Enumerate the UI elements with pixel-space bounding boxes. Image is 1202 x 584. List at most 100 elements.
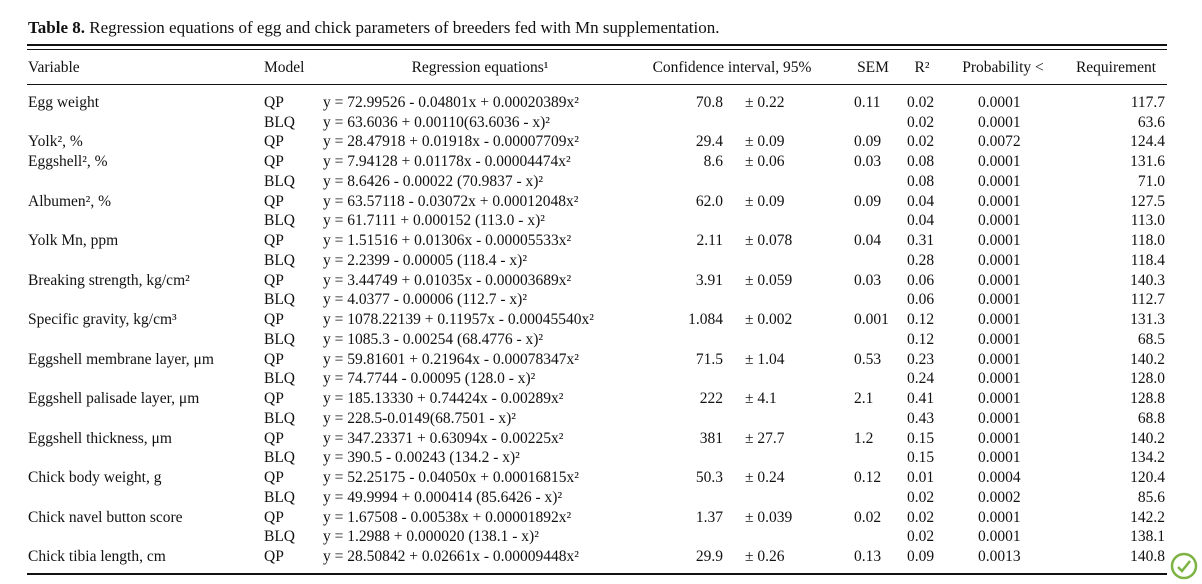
- sem: 0.11: [854, 94, 881, 111]
- sem: 0.09: [854, 133, 882, 151]
- variable: Yolk Mn, ppm: [28, 232, 119, 250]
- r-squared: 0.08: [907, 172, 935, 190]
- ci-half: ± 0.09: [745, 133, 785, 151]
- model: QP: [264, 548, 284, 566]
- column-header: Confidence interval, 95%: [652, 59, 812, 76]
- model: QP: [264, 232, 284, 250]
- model: QP: [264, 94, 284, 111]
- r-squared: 0.06: [907, 271, 935, 289]
- caption-label: Table 8.: [28, 18, 86, 37]
- r-squared: 0.43: [907, 409, 935, 427]
- equation: y = 63.57118 - 0.03072x + 0.00012048x²: [323, 192, 579, 210]
- requirement: 112.7: [1130, 291, 1165, 309]
- equation: y = 49.9994 + 0.000414 (85.6426 - x)²: [323, 488, 563, 506]
- variable: Eggshell membrane layer, μm: [28, 350, 214, 368]
- requirement: 85.6: [1137, 488, 1165, 506]
- equation: y = 28.50842 + 0.02661x - 0.00009448x²: [323, 548, 579, 566]
- ci-half: ± 0.078: [745, 232, 793, 250]
- probability: 0.0001: [978, 291, 1021, 309]
- requirement: 131.3: [1130, 311, 1165, 329]
- equation: y = 52.25175 - 0.04050x + 0.00016815x²: [323, 469, 579, 487]
- requirement: 128.8: [1130, 390, 1165, 408]
- sem: 0.13: [854, 548, 882, 566]
- r-squared: 0.06: [907, 291, 935, 309]
- model: BLQ: [264, 212, 295, 230]
- probability: 0.0001: [978, 528, 1021, 546]
- sem: 0.53: [854, 350, 882, 368]
- probability: 0.0001: [978, 409, 1021, 427]
- ci-mean: 2.11: [696, 232, 723, 250]
- probability: 0.0001: [978, 212, 1021, 230]
- equation: y = 1.2988 + 0.000020 (138.1 - x)²: [323, 528, 539, 546]
- requirement: 140.2: [1130, 429, 1165, 447]
- probability: 0.0002: [978, 488, 1021, 506]
- equation: y = 347.23371 + 0.63094x - 0.00225x²: [323, 429, 564, 447]
- ci-half: ± 0.059: [745, 271, 793, 289]
- ci-mean: 70.8: [695, 94, 723, 111]
- probability: 0.0001: [978, 271, 1021, 289]
- r-squared: 0.08: [907, 153, 935, 171]
- equation: y = 185.13330 + 0.74424x - 0.00289x²: [323, 390, 564, 408]
- model: BLQ: [264, 449, 295, 467]
- probability: 0.0001: [978, 311, 1021, 329]
- model: BLQ: [264, 488, 295, 506]
- equation: y = 59.81601 + 0.21964x - 0.00078347x²: [323, 350, 579, 368]
- top-rule-thin: [27, 49, 1167, 50]
- r-squared: 0.04: [907, 192, 935, 210]
- column-header: Requirement: [1075, 59, 1157, 76]
- variable: Eggshell palisade layer, μm: [28, 390, 200, 408]
- requirement: 127.5: [1130, 192, 1165, 210]
- r-squared: 0.15: [907, 429, 935, 447]
- caption-text: Regression equations of egg and chick pa…: [89, 18, 720, 37]
- model: BLQ: [264, 528, 295, 546]
- model: BLQ: [264, 291, 295, 309]
- top-rule: [27, 44, 1167, 46]
- ci-half: ± 0.002: [745, 311, 793, 329]
- equation: y = 1078.22139 + 0.11957x - 0.00045540x²: [323, 311, 594, 329]
- requirement: 120.4: [1130, 469, 1165, 487]
- variable: Egg weight: [28, 94, 100, 111]
- ci-mean: 222: [699, 390, 723, 408]
- model: BLQ: [264, 251, 295, 269]
- probability: 0.0001: [978, 113, 1021, 131]
- r-squared: 0.31: [907, 232, 935, 250]
- requirement: 68.5: [1137, 330, 1165, 348]
- r-squared: 0.02: [907, 488, 935, 506]
- r-squared: 0.01: [907, 469, 935, 487]
- ci-half: ± 0.09: [745, 192, 785, 210]
- variable: Yolk², %: [28, 133, 83, 151]
- bottom-rule: [27, 573, 1167, 575]
- requirement: 71.0: [1137, 172, 1165, 190]
- variable: Specific gravity, kg/cm³: [28, 311, 177, 329]
- equation: y = 1085.3 - 0.00254 (68.4776 - x)²: [323, 330, 544, 348]
- equation: y = 8.6426 - 0.00022 (70.9837 - x)²: [323, 172, 544, 190]
- ci-mean: 1.084: [688, 311, 723, 329]
- variable: Breaking strength, kg/cm²: [28, 271, 190, 289]
- equation: y = 390.5 - 0.00243 (134.2 - x)²: [323, 449, 520, 467]
- r-squared: 0.04: [907, 212, 935, 230]
- probability: 0.0001: [978, 350, 1021, 368]
- model: QP: [264, 153, 284, 171]
- requirement: 113.0: [1130, 212, 1165, 230]
- ci-half: ± 4.1: [745, 390, 777, 408]
- requirement: 68.8: [1137, 409, 1165, 427]
- probability: 0.0001: [978, 429, 1021, 447]
- probability: 0.0001: [978, 192, 1021, 210]
- model: QP: [264, 133, 284, 151]
- requirement: 138.1: [1130, 528, 1165, 546]
- ci-half: ± 1.04: [745, 350, 785, 368]
- ci-mean: 50.3: [695, 469, 723, 487]
- probability: 0.0001: [978, 449, 1021, 467]
- ci-mean: 381: [699, 429, 723, 447]
- sem: 0.001: [854, 311, 889, 329]
- sem: 0.12: [854, 469, 882, 487]
- sem: 0.04: [854, 232, 882, 250]
- ci-mean: 3.91: [695, 271, 723, 289]
- r-squared: 0.24: [907, 370, 935, 388]
- header-rule: [27, 84, 1167, 85]
- sem: 1.2: [854, 429, 874, 447]
- requirement: 118.4: [1130, 251, 1165, 269]
- ci-mean: 71.5: [695, 350, 723, 368]
- r-squared: 0.12: [907, 311, 935, 329]
